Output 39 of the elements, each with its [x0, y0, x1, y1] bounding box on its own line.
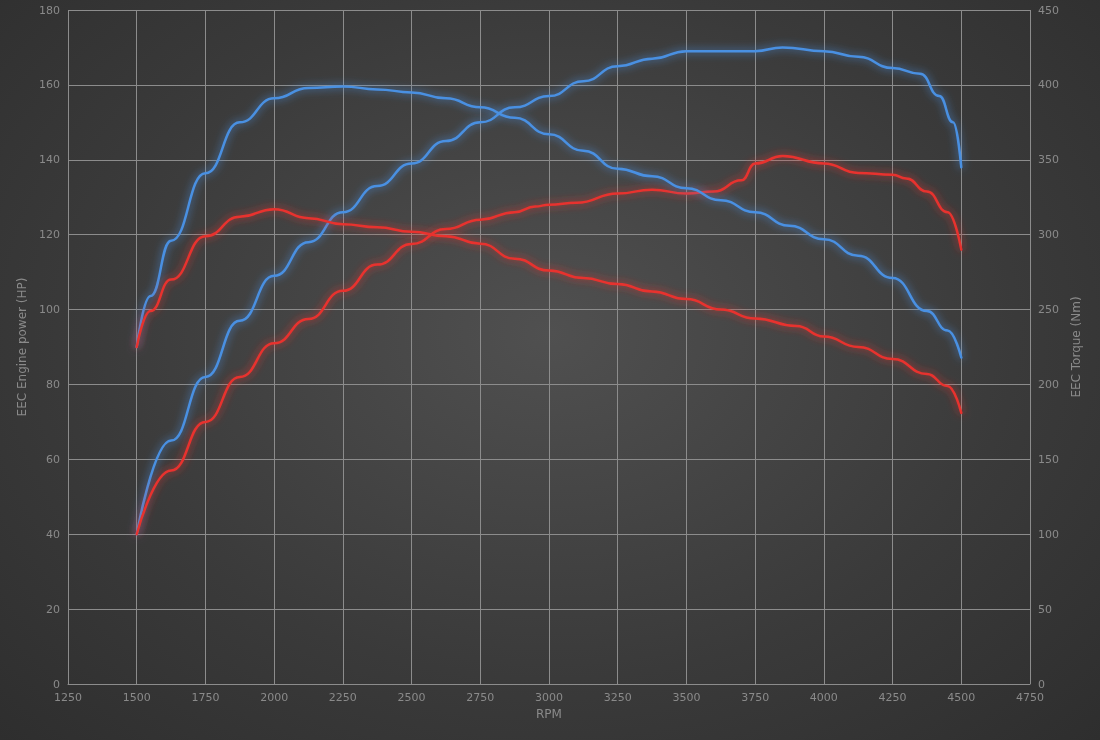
y2-tick-label: 400 — [1038, 78, 1059, 92]
y2-tick-label: 200 — [1038, 377, 1059, 391]
y-tick-label: 180 — [39, 3, 60, 17]
y2-tick-label: 0 — [1038, 677, 1045, 691]
x-tick-label: 2250 — [328, 691, 357, 704]
y2-tick-label: 50 — [1038, 602, 1052, 616]
y-tick-label: 120 — [39, 228, 60, 242]
x-axis-title: RPM — [536, 707, 562, 721]
x-tick-label: 2500 — [397, 691, 426, 704]
x-tick-label: 3500 — [672, 691, 701, 704]
y-tick-label: 140 — [39, 153, 60, 167]
y2-tick-label: 300 — [1038, 228, 1059, 242]
x-tick-label: 1500 — [122, 691, 151, 704]
y2-tick-label: 350 — [1038, 153, 1059, 167]
x-tick-label: 4250 — [878, 691, 907, 704]
x-tick-label: 1250 — [54, 691, 82, 704]
x-tick-label: 2750 — [466, 691, 495, 704]
y-tick-label: 40 — [46, 527, 60, 541]
y2-tick-label: 100 — [1038, 527, 1059, 541]
y-tick-label: 160 — [39, 78, 60, 92]
y-axis-title: EEC Engine power (HP) — [15, 277, 29, 417]
y-tick-label: 20 — [46, 602, 60, 616]
x-tick-label: 3000 — [535, 691, 563, 704]
x-tick-label: 1750 — [191, 691, 220, 704]
x-tick-label: 4750 — [1016, 691, 1044, 704]
y-tick-label: 0 — [53, 677, 60, 691]
x-tick-label: 4000 — [809, 691, 838, 704]
y2-tick-label: 150 — [1038, 452, 1059, 466]
y-tick-label: 80 — [46, 377, 60, 391]
y2-tick-label: 450 — [1038, 3, 1059, 17]
x-tick-label: 4500 — [947, 691, 976, 704]
line-series — [135, 154, 963, 536]
x-tick-label: 3250 — [603, 691, 632, 704]
x-tick-label: 2000 — [260, 691, 289, 704]
y2-tick-label: 250 — [1038, 303, 1059, 317]
x-tick-label: 3750 — [741, 691, 770, 704]
y-tick-label: 100 — [39, 303, 60, 317]
y-tick-label: 60 — [46, 452, 60, 466]
y2-axis-title: EEC Torque (Nm) — [1069, 296, 1083, 398]
